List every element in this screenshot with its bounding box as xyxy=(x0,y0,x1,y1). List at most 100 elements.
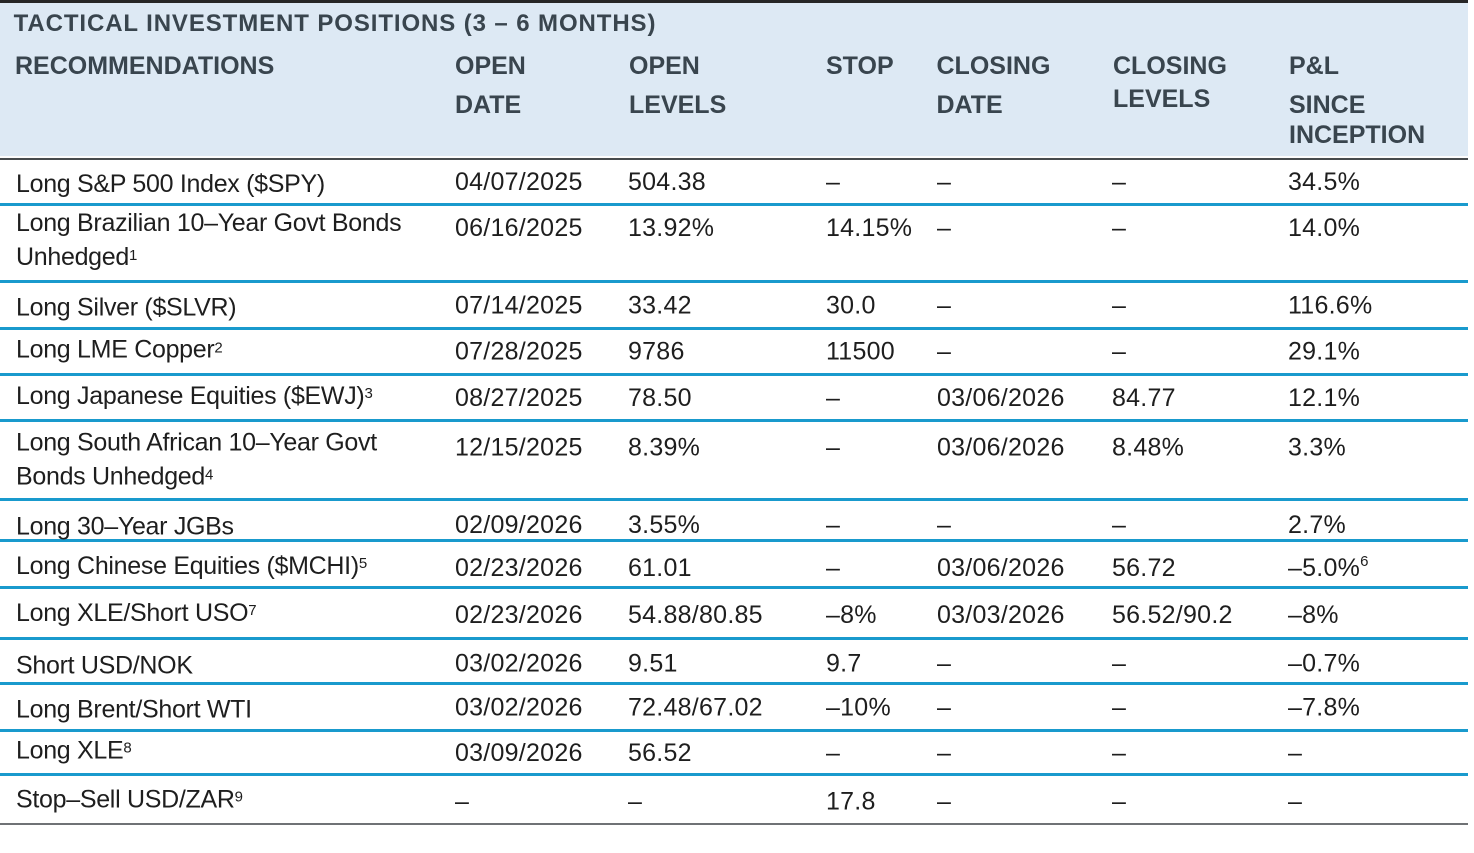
cell-closing-levels: 56.52/90.2 xyxy=(1112,600,1233,629)
cell-stop: – xyxy=(826,510,841,539)
recommendation-text: Long Chinese Equities ($MCHI)5 xyxy=(16,551,368,580)
column-header-closing-date-line-2: DATE xyxy=(936,90,1003,119)
cell-closing-levels: 56.72 xyxy=(1112,553,1176,582)
cell-stop: – xyxy=(826,738,841,767)
cell-closing-date: – xyxy=(937,693,952,722)
cell-stop: –10% xyxy=(826,693,891,722)
cell-closing-levels: 8.48% xyxy=(1112,433,1185,462)
cell-open-levels: – xyxy=(628,787,643,816)
table-row: Long Chinese Equities ($MCHI)5 02/23/2026… xyxy=(0,542,1468,589)
cell-open-date: 04/07/2025 xyxy=(455,167,583,196)
cell-pnl-since-inception: 116.6% xyxy=(1288,291,1373,320)
table-row: Stop–Sell USD/ZAR9 – – 17.8 – – – xyxy=(0,776,1468,823)
cell-pnl-since-inception: 2.7% xyxy=(1288,510,1346,539)
cell-stop: –8% xyxy=(826,600,877,629)
cell-open-levels: 8.39% xyxy=(628,433,701,462)
cell-pnl-since-inception: 14.0% xyxy=(1288,214,1361,243)
table-title: TACTICAL INVESTMENT POSITIONS (3 – 6 MON… xyxy=(13,9,657,37)
recommendation-text: Long S&P 500 Index ($SPY) xyxy=(16,169,325,198)
table-row: Long Silver ($SLVR) 07/14/2025 33.42 30.0 – –… xyxy=(0,283,1468,330)
cell-open-levels: 72.48/67.02 xyxy=(628,693,763,722)
cell-closing-date: 03/06/2026 xyxy=(937,553,1065,582)
cell-stop: 30.0 xyxy=(826,291,876,320)
cell-open-date: 02/23/2026 xyxy=(455,553,583,582)
table-row: Long XLE8 03/09/2026 56.52 – – – – xyxy=(0,731,1468,776)
table-row: Long Japanese Equities ($EWJ)3 08/27/2025… xyxy=(0,376,1468,423)
cell-open-levels: 56.52 xyxy=(628,738,692,767)
cell-pnl-since-inception: –8% xyxy=(1288,600,1339,629)
cell-closing-date: – xyxy=(937,787,952,816)
cell-pnl-since-inception: 34.5% xyxy=(1288,167,1361,196)
recommendation-text: Stop–Sell USD/ZAR9 xyxy=(16,784,243,813)
cell-recommendation: Long South African 10–Year Govt Bonds Unh… xyxy=(16,422,377,498)
footnote-superscript: 9 xyxy=(234,788,243,806)
table-row: Long South African 10–Year Govt Bonds Unh… xyxy=(0,422,1468,502)
footnote-superscript: 5 xyxy=(358,555,368,573)
column-header-open-levels-line-2: LEVELS xyxy=(629,90,727,119)
cell-open-date: 03/02/2026 xyxy=(455,649,583,678)
cell-stop: – xyxy=(826,167,841,196)
cell-closing-levels: – xyxy=(1112,338,1127,367)
cell-open-levels: 504.38 xyxy=(628,167,706,196)
tactical-positions-table: TACTICAL INVESTMENT POSITIONS (3 – 6 MON… xyxy=(0,0,1468,826)
recommendation-text: Long XLE8 xyxy=(16,736,132,765)
cell-recommendation: Long Chinese Equities ($MCHI)5 xyxy=(16,543,367,587)
cell-recommendation: Long LME Copper2 xyxy=(16,327,223,371)
column-header-closing-levels-line-2: LEVELS xyxy=(1113,85,1211,114)
cell-closing-date: 03/06/2026 xyxy=(937,384,1065,413)
column-header-pnl-since-inception-line-1: P&L xyxy=(1289,52,1339,81)
cell-open-date: 12/15/2025 xyxy=(455,433,583,462)
column-header-pnl-since-inception-line-2: SINCE xyxy=(1289,90,1366,119)
cell-closing-date: – xyxy=(937,738,952,767)
cell-open-date: 03/02/2026 xyxy=(455,693,583,722)
cell-recommendation: Long Silver ($SLVR) xyxy=(16,281,237,325)
cell-recommendation: Stop–Sell USD/ZAR9 xyxy=(16,773,243,820)
footnote-superscript: 4 xyxy=(205,466,214,484)
footnote-superscript: 8 xyxy=(123,739,132,757)
recommendation-text: Long Brent/Short WTI xyxy=(16,695,252,724)
cell-open-date: 02/23/2026 xyxy=(455,600,583,629)
cell-closing-date: – xyxy=(937,291,952,320)
cell-stop: – xyxy=(826,553,841,582)
cell-open-date: 08/27/2025 xyxy=(455,384,583,413)
cell-closing-date: – xyxy=(937,167,952,196)
recommendation-text: Long Silver ($SLVR) xyxy=(16,293,237,322)
cell-closing-levels: – xyxy=(1112,214,1127,243)
table-row: Long XLE/Short USO7 02/23/2026 54.88/80.85… xyxy=(0,589,1468,640)
column-header-pnl-since-inception-line-3: INCEPTION xyxy=(1289,121,1426,150)
cell-recommendation: Long XLE8 xyxy=(16,731,132,771)
cell-closing-levels: – xyxy=(1112,649,1127,678)
cell-pnl-since-inception: 29.1% xyxy=(1288,338,1361,367)
cell-open-levels: 13.92% xyxy=(628,214,715,243)
cell-open-levels: 33.42 xyxy=(628,291,692,320)
cell-recommendation: Long S&P 500 Index ($SPY) xyxy=(16,158,325,201)
cell-closing-levels: – xyxy=(1112,167,1127,196)
cell-open-levels: 61.01 xyxy=(628,553,692,582)
recommendation-text: Long South African 10–Year Govt Bonds Unh… xyxy=(16,428,377,491)
footnote-superscript: 7 xyxy=(248,601,257,619)
cell-open-date: 03/09/2026 xyxy=(455,738,583,767)
cell-open-date: 06/16/2025 xyxy=(455,214,583,243)
cell-open-levels: 54.88/80.85 xyxy=(628,600,763,629)
cell-pnl-since-inception: – xyxy=(1288,738,1303,767)
footnote-superscript: 3 xyxy=(364,385,373,403)
cell-open-levels: 3.55% xyxy=(628,510,701,539)
recommendation-text: Long XLE/Short USO7 xyxy=(16,598,257,627)
cell-pnl-since-inception: –0.7% xyxy=(1288,649,1361,678)
cell-stop: – xyxy=(826,384,841,413)
recommendation-text: Long 30–Year JGBs xyxy=(16,512,234,541)
cell-open-levels: 78.50 xyxy=(628,384,692,413)
cell-closing-levels: – xyxy=(1112,510,1127,539)
column-header-recommendations-line-1: RECOMMENDATIONS xyxy=(15,52,275,81)
recommendation-text: Short USD/NOK xyxy=(16,651,193,680)
cell-open-levels: 9786 xyxy=(628,338,685,367)
table-bottom-border xyxy=(0,822,1468,826)
cell-pnl-since-inception: 3.3% xyxy=(1288,433,1346,462)
column-header-closing-date-line-1: CLOSING xyxy=(936,52,1051,81)
cell-closing-levels: – xyxy=(1112,787,1127,816)
table-row: Long LME Copper2 07/28/2025 9786 11500 – – 29.… xyxy=(0,330,1468,377)
cell-closing-date: – xyxy=(937,338,952,367)
cell-stop: – xyxy=(826,433,841,462)
cell-stop: 14.15% xyxy=(826,214,913,243)
